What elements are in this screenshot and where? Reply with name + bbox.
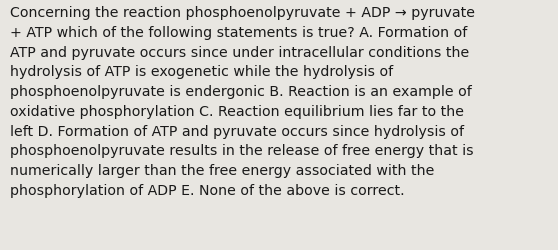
Text: Concerning the reaction phosphoenolpyruvate + ADP → pyruvate
+ ATP which of the : Concerning the reaction phosphoenolpyruv… bbox=[10, 6, 475, 197]
